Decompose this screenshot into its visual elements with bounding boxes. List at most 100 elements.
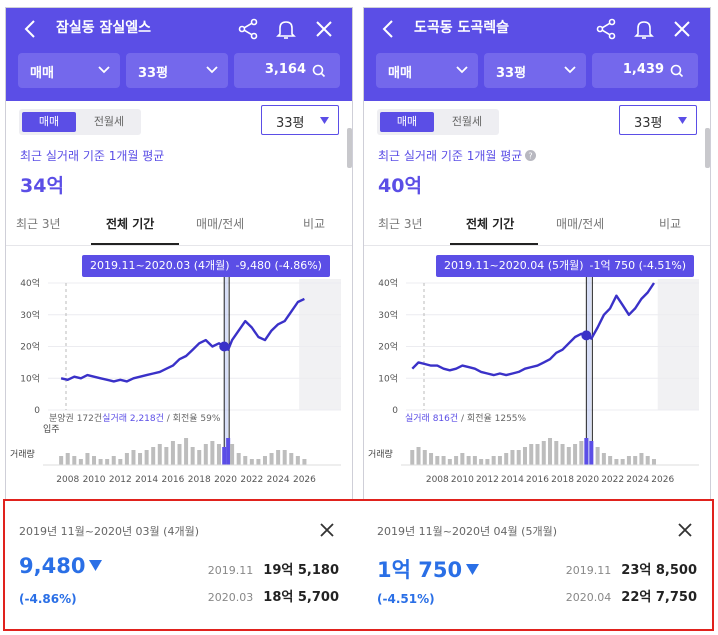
volume-bar — [608, 456, 613, 465]
down-triangle-icon — [89, 560, 103, 571]
volume-bar — [269, 453, 274, 465]
back-icon[interactable] — [378, 18, 400, 40]
x-tick-label: 2014 — [501, 475, 524, 485]
tab-recent-3y[interactable]: 최근 3년 — [378, 217, 423, 231]
scrollbar[interactable] — [705, 128, 710, 168]
chart-tooltip: 2019.11~2020.03 (4개월) -9,480 (-4.86%) — [82, 255, 330, 277]
trade-type-label: 매매 — [388, 66, 412, 81]
x-tick-label: 2018 — [188, 475, 211, 485]
volume-bar — [256, 459, 261, 465]
tab-sale-rent[interactable]: 매매/전세 — [196, 217, 245, 231]
y-tick-label: 30억 — [20, 309, 40, 321]
volume-bar — [216, 444, 221, 465]
volume-bar — [85, 453, 90, 465]
y-tick-label: 40억 — [20, 277, 40, 289]
volume-bar — [639, 453, 644, 465]
tab-divider — [6, 245, 352, 246]
x-tick-label: 2026 — [651, 475, 674, 485]
trade-toggle: 매매 전월세 — [377, 109, 499, 135]
search-count-button[interactable]: 3,164 — [234, 53, 340, 88]
volume-bar — [645, 456, 650, 465]
end-price: 22억 7,750 — [621, 590, 697, 605]
tooltip-period: 2019.11~2020.04 (5개월) — [444, 259, 584, 272]
area-label: 33평 — [138, 66, 169, 81]
count-label: 1,439 — [622, 62, 664, 77]
end-price: 18억 5,700 — [263, 590, 339, 605]
area-dropdown[interactable]: 33평 — [619, 105, 697, 135]
bell-icon[interactable] — [632, 17, 656, 41]
tab-all-period[interactable]: 전체 기간 — [106, 217, 155, 231]
volume-bar — [276, 450, 281, 465]
volume-label: 거래량 — [368, 450, 393, 460]
volume-bar — [560, 444, 565, 465]
share-icon[interactable] — [236, 17, 260, 41]
volume-bar — [466, 456, 471, 465]
volume-bar — [210, 441, 215, 465]
volume-bar — [151, 447, 156, 465]
start-date: 2019.11 — [207, 564, 254, 577]
volume-bar — [72, 456, 77, 465]
volume-bar — [78, 459, 83, 465]
tab-sale-rent[interactable]: 매매/전세 — [556, 217, 605, 231]
recent-label-text: 최근 실거래 기준 1개월 평균 — [20, 149, 165, 163]
volume-bar — [429, 453, 434, 465]
stats-pre: 분양권 172건 — [49, 414, 103, 424]
card-period: 2019년 11월~2020년 04월 (5개월) — [377, 525, 557, 538]
trade-type-select[interactable]: 매매 — [18, 53, 120, 88]
tab-compare[interactable]: 비교 — [303, 217, 326, 231]
volume-bar — [554, 441, 559, 465]
volume-bar — [510, 450, 515, 465]
area-select[interactable]: 33평 — [126, 53, 228, 88]
bell-icon[interactable] — [274, 17, 298, 41]
average-price: 40억 — [378, 175, 422, 197]
volume-bar — [131, 450, 136, 465]
down-triangle-icon — [320, 117, 329, 124]
x-tick-label: 2022 — [601, 475, 624, 485]
question-icon[interactable]: ? — [525, 150, 537, 161]
start-price-row: 2019.11 23억 8,500 — [566, 559, 697, 578]
back-icon[interactable] — [20, 18, 42, 40]
area-dropdown[interactable]: 33평 — [261, 105, 339, 135]
volume-bar — [111, 456, 116, 465]
scrollbar[interactable] — [347, 128, 352, 168]
close-icon[interactable] — [318, 521, 336, 539]
x-tick-label: 2016 — [161, 475, 184, 485]
trade-type-select[interactable]: 매매 — [376, 53, 478, 88]
area-dropdown-label: 33평 — [276, 116, 305, 131]
close-icon[interactable] — [676, 521, 694, 539]
toggle-rent[interactable]: 전월세 — [93, 115, 125, 128]
volume-bar — [435, 456, 440, 465]
price-change-percent: (-4.51%) — [377, 592, 435, 606]
recent-label: 최근 실거래 기준 1개월 평균 — [20, 147, 164, 164]
toggle-sale[interactable]: 매매 — [380, 112, 434, 132]
volume-bar — [422, 450, 427, 465]
start-price: 23억 8,500 — [621, 563, 697, 578]
volume-bar — [138, 453, 143, 465]
future-area — [299, 279, 341, 410]
tooltip-value: -1억 750 (-4.51%) — [589, 259, 687, 272]
area-select[interactable]: 33평 — [484, 53, 586, 88]
search-count-button[interactable]: 1,439 — [592, 53, 698, 88]
volume-bar — [177, 444, 182, 465]
x-tick-label: 2026 — [293, 475, 316, 485]
volume-bar — [573, 444, 578, 465]
page-title: 잠실동 잠실엘스 — [56, 20, 152, 36]
page-title: 도곡동 도곡렉슬 — [414, 20, 510, 36]
close-icon[interactable] — [670, 17, 694, 41]
share-icon[interactable] — [594, 17, 618, 41]
tab-divider — [364, 245, 710, 246]
close-icon[interactable] — [312, 17, 336, 41]
volume-bar — [589, 441, 594, 465]
header: 도곡동 도곡렉슬 매매 33평 1,439 — [364, 8, 710, 101]
toggle-sale[interactable]: 매매 — [22, 112, 76, 132]
toggle-rent[interactable]: 전월세 — [451, 115, 483, 128]
volume-bar — [190, 447, 195, 465]
x-tick-label: 2010 — [83, 475, 106, 485]
tab-all-period[interactable]: 전체 기간 — [466, 217, 515, 231]
volume-bar — [282, 450, 287, 465]
tab-compare[interactable]: 비교 — [659, 217, 682, 231]
period-change-card-left: 2019년 11월~2020년 03월 (4개월) 9,480 (-4.86%)… — [5, 501, 353, 629]
tab-recent-3y[interactable]: 최근 3년 — [16, 217, 61, 231]
